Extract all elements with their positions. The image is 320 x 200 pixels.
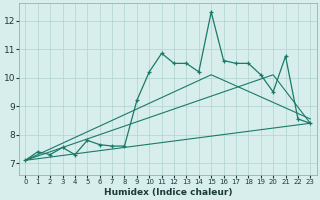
X-axis label: Humidex (Indice chaleur): Humidex (Indice chaleur) — [104, 188, 232, 197]
